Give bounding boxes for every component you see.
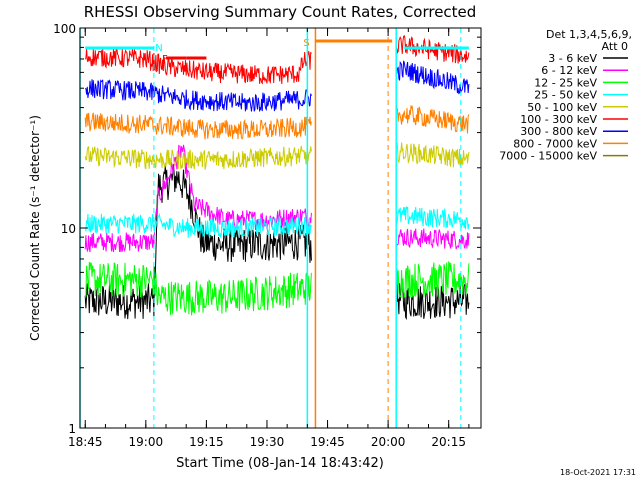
- flag-label-f: F: [162, 54, 168, 65]
- y-tick-label: 100: [53, 22, 76, 36]
- series-line-25-50-kev: [84, 212, 312, 239]
- x-tick-label: 20:15: [431, 435, 466, 449]
- legend-label-300-800-kev: 300 - 800 keV: [520, 125, 597, 138]
- legend-label-3-6-kev: 3 - 6 keV: [548, 52, 597, 65]
- series-line-100-300-kev: [84, 47, 312, 85]
- series-line-50-100-kev: [84, 145, 312, 170]
- series-line-50-100-kev: [395, 142, 470, 168]
- plot-area: NFS: [79, 28, 470, 428]
- legend-label-800-7000-kev: 800 - 7000 keV: [513, 137, 597, 150]
- series-line-300-800-kev: [395, 60, 470, 95]
- y-tick-label: 10: [61, 222, 76, 236]
- x-tick-label: 19:15: [189, 435, 224, 449]
- series-line-800-7000-kev: [84, 112, 312, 140]
- flag-label-n: N: [155, 43, 162, 54]
- legend-label-25-50-kev: 25 - 50 keV: [534, 89, 597, 102]
- axes: 18:45 19:00 19:15 19:30 19:45 20:00 20:15 1 10 10…: [53, 22, 481, 449]
- x-tick-label: 18:45: [68, 435, 103, 449]
- chart-title: RHESSI Observing Summary Count Rates, Co…: [84, 3, 477, 21]
- footer-date: 18-Oct-2021 17:31: [560, 468, 636, 477]
- legend-label-7000-15000-kev: 7000 - 15000 keV: [499, 150, 597, 163]
- series-line-6-12-kev: [396, 228, 470, 250]
- x-tick-label: 19:00: [129, 435, 164, 449]
- y-axis-label: Corrected Count Rate (s⁻¹ detector⁻¹): [28, 115, 42, 341]
- legend-label-6-12-kev: 6 - 12 keV: [541, 64, 597, 77]
- legend-header: Att 0: [602, 40, 628, 53]
- series-line-12-25-kev: [395, 260, 470, 299]
- series-line-800-7000-kev: [395, 105, 470, 134]
- series-line-300-800-kev: [85, 79, 312, 112]
- series-line-12-25-kev: [84, 262, 312, 316]
- x-tick-label: 19:45: [310, 435, 345, 449]
- series-line-25-50-kev: [395, 206, 470, 230]
- legend-label-12-25-kev: 12 - 25 keV: [534, 76, 597, 89]
- x-tick-label: 19:30: [250, 435, 285, 449]
- series-line-6-12-kev: [84, 144, 312, 253]
- x-tick-label: 20:00: [371, 435, 406, 449]
- y-tick-label: 1: [68, 422, 76, 436]
- legend-header: Det 1,3,4,5,6,9,: [546, 28, 632, 41]
- legend-label-50-100-kev: 50 - 100 keV: [527, 101, 597, 114]
- x-axis-label: Start Time (08-Jan-14 18:43:42): [176, 456, 384, 471]
- legend-label-100-300-kev: 100 - 300 keV: [520, 113, 597, 126]
